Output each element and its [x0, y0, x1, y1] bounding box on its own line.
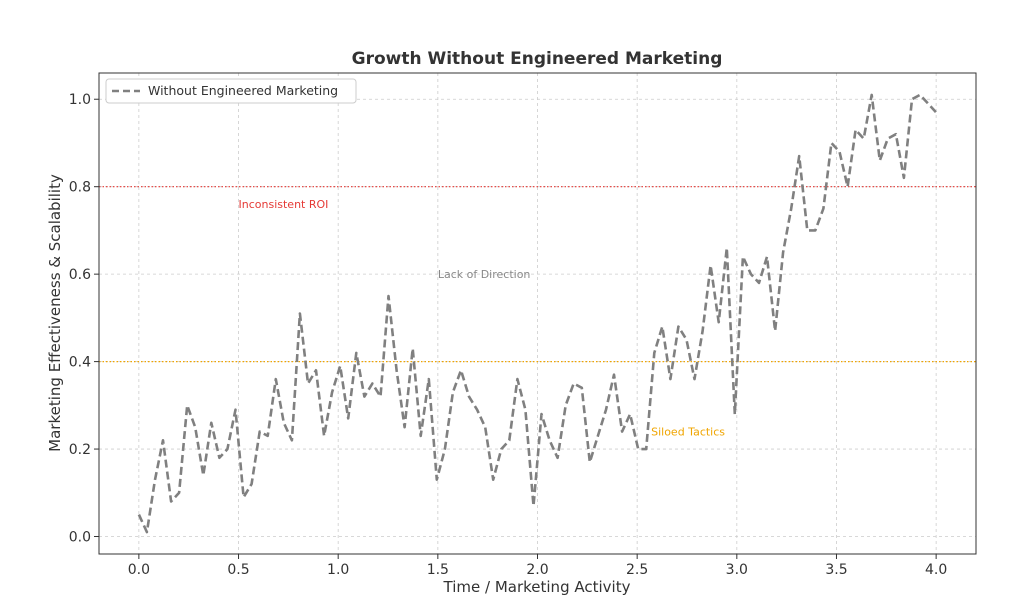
annotations: Inconsistent ROI Lack of Direction Siloed …	[239, 198, 726, 438]
legend: Without Engineered Marketing	[105, 78, 357, 104]
y-axis-label: Marketing Effectiveness & Scalability	[46, 174, 64, 452]
chart-title: Growth Without Engineered Marketing	[352, 49, 723, 69]
y-tick-label: 0.6	[69, 267, 91, 283]
x-ticks: 0.0 0.5 1.0 1.5 2.0 2.5 3.0 3.5 4.0	[128, 554, 947, 578]
x-tick-label: 1.5	[427, 562, 449, 578]
annotation-label: Lack of Direction	[438, 268, 531, 281]
y-tick-label: 0.0	[69, 530, 91, 546]
grid	[99, 73, 976, 554]
x-tick-label: 3.5	[825, 562, 847, 578]
y-tick-label: 0.4	[69, 355, 91, 371]
y-tick-label: 0.2	[69, 442, 91, 458]
y-ticks: 0.0 0.2 0.4 0.6 0.8 1.0	[69, 92, 99, 546]
x-tick-label: 0.0	[128, 562, 150, 578]
annotation-label: Siloed Tactics	[651, 426, 725, 439]
x-tick-label: 1.0	[327, 562, 349, 578]
legend-box	[105, 78, 357, 104]
legend-label: Without Engineered Marketing	[148, 83, 338, 98]
x-axis-label: Time / Marketing Activity	[443, 578, 631, 596]
x-tick-label: 2.5	[626, 562, 648, 578]
x-tick-label: 0.5	[227, 562, 249, 578]
x-tick-label: 4.0	[925, 562, 947, 578]
x-tick-label: 2.0	[526, 562, 548, 578]
x-tick-label: 3.0	[726, 562, 748, 578]
y-tick-label: 1.0	[69, 92, 91, 108]
reference-lines	[99, 186, 976, 363]
y-tick-label: 0.8	[69, 180, 91, 196]
annotation-label: Inconsistent ROI	[239, 198, 329, 211]
